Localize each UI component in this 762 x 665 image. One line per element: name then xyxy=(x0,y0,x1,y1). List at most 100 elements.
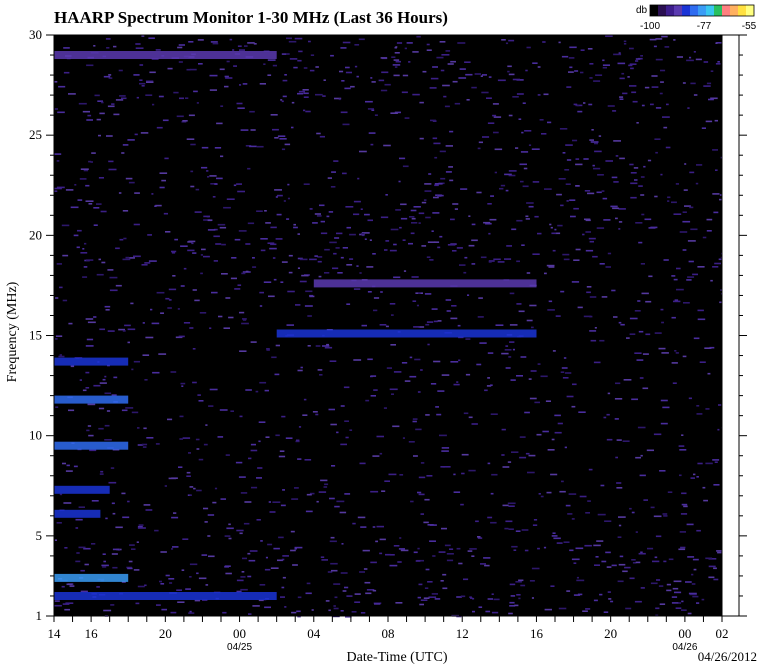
noise-cell xyxy=(412,51,419,53)
noise-cell xyxy=(465,373,471,376)
noise-cell xyxy=(374,114,378,116)
noise-cell xyxy=(444,544,451,547)
noise-cell xyxy=(247,42,255,44)
noise-cell xyxy=(616,482,622,484)
noise-cell xyxy=(571,558,580,561)
date-stamp: 04/26/2012 xyxy=(698,649,757,664)
noise-cell xyxy=(365,399,370,402)
noise-cell xyxy=(383,144,391,147)
noise-cell xyxy=(340,405,345,407)
noise-cell xyxy=(398,548,405,550)
noise-cell xyxy=(619,157,625,160)
noise-cell xyxy=(215,243,222,245)
noise-cell xyxy=(148,37,155,39)
noise-cell xyxy=(635,222,643,224)
noise-cell xyxy=(701,598,705,601)
noise-cell xyxy=(127,341,130,344)
noise-cell xyxy=(167,307,172,309)
noise-cell xyxy=(265,556,268,559)
noise-cell xyxy=(460,595,466,598)
noise-cell xyxy=(177,308,180,310)
noise-cell xyxy=(565,183,571,185)
noise-cell xyxy=(400,549,409,552)
noise-cell xyxy=(501,39,506,41)
noise-cell xyxy=(367,108,374,110)
noise-cell xyxy=(80,590,88,593)
noise-cell xyxy=(264,210,267,212)
noise-cell xyxy=(450,60,456,63)
noise-cell xyxy=(389,564,398,567)
noise-cell xyxy=(575,248,581,251)
noise-cell xyxy=(699,361,706,363)
noise-cell xyxy=(363,568,368,570)
noise-cell xyxy=(272,257,276,259)
noise-cell xyxy=(417,596,421,599)
noise-cell xyxy=(516,303,522,305)
noise-cell xyxy=(464,61,471,63)
noise-cell xyxy=(594,150,602,153)
noise-cell xyxy=(561,55,569,58)
noise-cell xyxy=(712,459,720,461)
noise-cell xyxy=(321,559,328,561)
noise-cell xyxy=(357,177,360,180)
noise-cell xyxy=(58,85,66,88)
noise-cell xyxy=(460,188,468,190)
noise-cell xyxy=(178,44,185,46)
noise-cell xyxy=(97,100,103,102)
noise-cell xyxy=(660,81,664,83)
noise-cell xyxy=(359,150,367,153)
noise-cell xyxy=(260,249,266,252)
noise-cell xyxy=(497,261,505,263)
noise-cell xyxy=(311,609,314,611)
noise-cell xyxy=(62,299,68,302)
noise-cell xyxy=(294,487,299,489)
noise-cell xyxy=(640,263,645,265)
noise-cell xyxy=(77,199,83,201)
noise-cell xyxy=(693,51,696,53)
noise-cell xyxy=(464,256,468,259)
noise-cell xyxy=(221,273,228,275)
noise-cell xyxy=(693,94,698,96)
noise-cell xyxy=(429,540,436,542)
noise-cell xyxy=(247,222,255,225)
noise-cell xyxy=(511,451,519,453)
noise-cell xyxy=(715,42,718,44)
noise-cell xyxy=(139,79,143,81)
noise-cell xyxy=(284,74,287,76)
noise-cell xyxy=(284,143,291,146)
noise-cell xyxy=(256,210,263,212)
noise-cell xyxy=(380,216,389,219)
noise-cell xyxy=(528,205,534,208)
noise-cell xyxy=(706,230,712,232)
noise-cell xyxy=(341,543,344,545)
noise-cell xyxy=(526,202,534,204)
noise-cell xyxy=(484,389,488,392)
noise-cell xyxy=(264,389,269,392)
noise-cell xyxy=(332,267,339,270)
noise-cell xyxy=(242,318,247,320)
noise-cell xyxy=(423,199,427,201)
x-date-label: 04/26 xyxy=(672,642,697,653)
noise-cell xyxy=(514,604,519,607)
noise-cell xyxy=(658,347,666,350)
noise-cell xyxy=(568,57,575,59)
noise-cell xyxy=(213,235,220,238)
noise-cell xyxy=(573,562,577,564)
noise-cell xyxy=(446,553,454,555)
noise-cell xyxy=(552,532,556,534)
noise-cell xyxy=(78,506,85,508)
noise-cell xyxy=(312,411,318,413)
noise-cell xyxy=(315,93,323,96)
noise-cell xyxy=(650,103,654,106)
noise-cell xyxy=(279,450,285,452)
noise-cell xyxy=(505,367,511,369)
noise-cell xyxy=(230,277,237,280)
noise-cell xyxy=(484,564,490,567)
noise-cell xyxy=(86,338,94,341)
noise-cell xyxy=(424,498,430,501)
noise-cell xyxy=(224,565,231,567)
noise-cell xyxy=(180,245,188,247)
noise-cell xyxy=(495,324,504,326)
noise-cell xyxy=(127,139,135,141)
noise-cell xyxy=(330,423,337,426)
